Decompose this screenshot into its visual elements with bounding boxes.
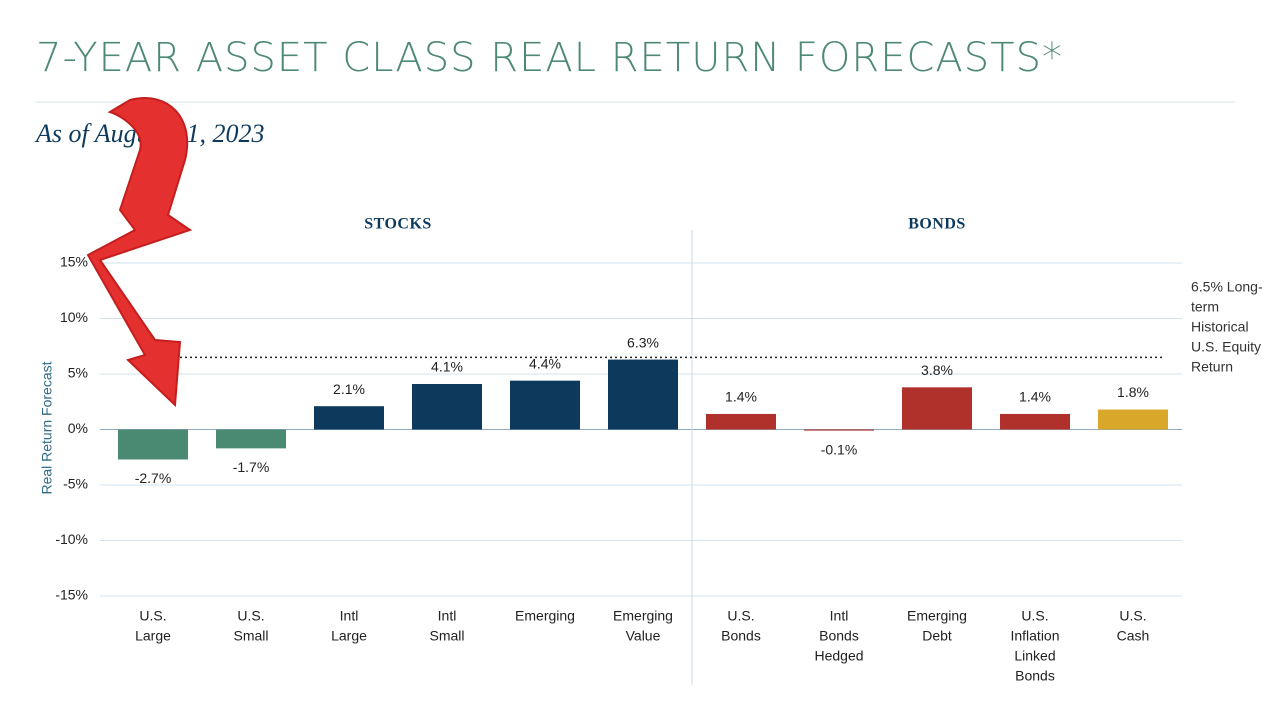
reference-label: Return xyxy=(1191,359,1233,375)
bar xyxy=(1098,409,1168,430)
y-tick-label: 0% xyxy=(68,420,88,436)
x-tick-label: Linked xyxy=(1014,648,1055,664)
value-label: 4.4% xyxy=(529,355,561,371)
group-label: BONDS xyxy=(908,216,966,233)
y-tick-label: -10% xyxy=(55,531,88,547)
bar xyxy=(706,413,776,430)
red-arrow xyxy=(86,97,193,408)
y-tick-label: -15% xyxy=(55,587,88,603)
y-tick-label: -5% xyxy=(63,476,88,492)
x-tick-label: Intl xyxy=(830,608,849,624)
y-axis-label: Real Return Forecast xyxy=(39,361,55,494)
value-label: 3.8% xyxy=(921,362,953,378)
x-tick-label: U.S. xyxy=(237,608,264,624)
y-tick-label: 5% xyxy=(68,365,88,381)
value-label: 1.8% xyxy=(1117,384,1149,400)
x-tick-label: Bonds xyxy=(721,628,761,644)
x-tick-label: Inflation xyxy=(1010,628,1059,644)
bar xyxy=(1000,413,1070,430)
bar xyxy=(902,387,972,430)
x-tick-label: Bonds xyxy=(819,628,859,644)
value-label: 4.1% xyxy=(431,359,463,375)
plot-area: -15% -10% -5% 0% 5% 10% 15% STOCKS BONDS 6.5% Lon… xyxy=(55,216,1263,685)
bar xyxy=(216,429,286,449)
value-label: 6.3% xyxy=(627,334,659,350)
x-tick-label: Intl xyxy=(340,608,359,624)
value-label: 1.4% xyxy=(1019,389,1051,405)
y-tick-label: 15% xyxy=(60,254,88,270)
x-tick-label: Debt xyxy=(922,628,952,644)
reference-label: U.S. Equity xyxy=(1191,339,1261,355)
x-tick-label: Value xyxy=(626,628,661,644)
bar xyxy=(118,429,188,460)
reference-label: 6.5% Long- xyxy=(1191,279,1263,295)
x-tick-label: U.S. xyxy=(139,608,166,624)
x-tick-label: Emerging xyxy=(613,608,673,624)
x-tick-label: U.S. xyxy=(1021,608,1048,624)
x-tick-label: Emerging xyxy=(515,608,575,624)
x-tick-label: Intl xyxy=(438,608,457,624)
x-tick-label: Large xyxy=(331,628,367,644)
value-label: -2.7% xyxy=(135,470,172,486)
x-tick-label: Hedged xyxy=(814,648,863,664)
x-tick-label: Cash xyxy=(1117,628,1150,644)
reference-label: term xyxy=(1191,299,1219,315)
value-label: -1.7% xyxy=(233,459,270,475)
x-tick-label: U.S. xyxy=(1119,608,1146,624)
chart-title: 7-YEAR ASSET CLASS REAL RETURN FORECASTS… xyxy=(36,35,1063,81)
x-tick-label: U.S. xyxy=(727,608,754,624)
bar xyxy=(510,380,580,430)
y-tick-label: 10% xyxy=(60,309,88,325)
bar xyxy=(412,383,482,430)
value-label: 2.1% xyxy=(333,381,365,397)
x-tick-label: Small xyxy=(429,628,464,644)
group-label: STOCKS xyxy=(364,216,432,233)
bar xyxy=(608,359,678,430)
x-tick-label: Emerging xyxy=(907,608,967,624)
x-tick-label: Large xyxy=(135,628,171,644)
value-label: -0.1% xyxy=(821,441,858,457)
x-tick-label: Bonds xyxy=(1015,668,1055,684)
reference-label: Historical xyxy=(1191,319,1249,335)
x-tick-label: Small xyxy=(233,628,268,644)
bar xyxy=(804,429,874,431)
bar xyxy=(314,406,384,430)
value-label: 1.4% xyxy=(725,389,757,405)
